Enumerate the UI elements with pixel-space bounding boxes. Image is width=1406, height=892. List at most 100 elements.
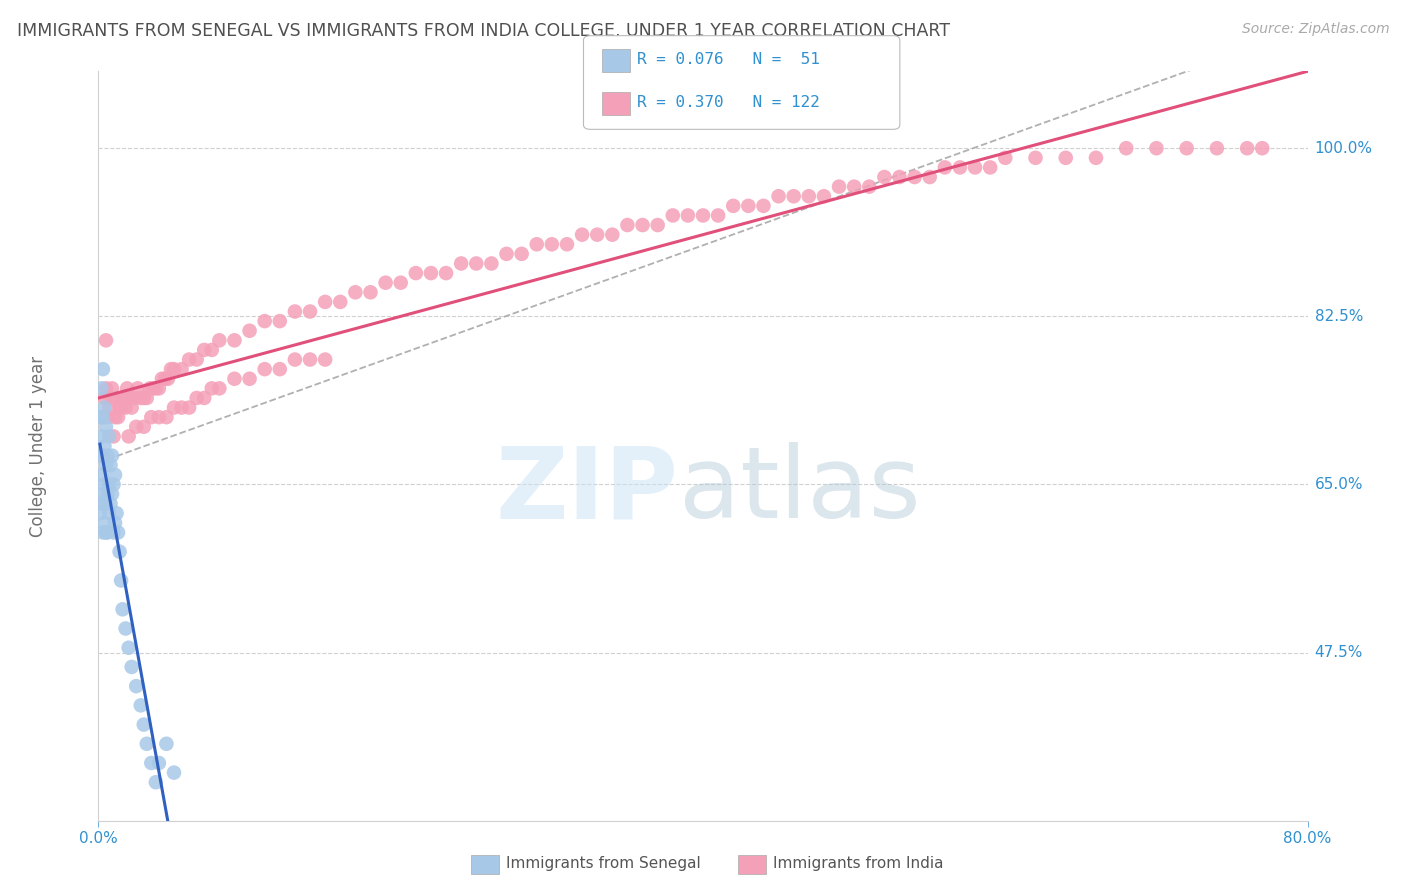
Point	[239, 372, 262, 386]
Point	[314, 352, 336, 367]
Point	[107, 410, 129, 425]
Text: 82.5%: 82.5%	[1315, 309, 1362, 324]
Point	[93, 516, 115, 530]
Point	[889, 169, 911, 184]
Text: Immigrants from India: Immigrants from India	[773, 856, 943, 871]
Point	[90, 429, 112, 443]
Point	[737, 199, 759, 213]
Point	[96, 487, 118, 501]
Point	[112, 391, 135, 405]
Point	[510, 247, 533, 261]
Point	[98, 401, 121, 415]
Point	[132, 717, 155, 731]
Point	[90, 381, 112, 395]
Point	[1054, 151, 1077, 165]
Point	[91, 487, 114, 501]
Point	[148, 381, 170, 395]
Point	[797, 189, 820, 203]
Point	[93, 391, 115, 405]
Point	[91, 410, 114, 425]
Point	[186, 352, 208, 367]
Point	[495, 247, 517, 261]
Point	[121, 401, 143, 415]
Point	[269, 314, 291, 328]
Point	[91, 410, 114, 425]
Point	[135, 737, 157, 751]
Point	[91, 525, 114, 540]
Point	[783, 189, 806, 203]
Point	[103, 429, 125, 443]
Point	[873, 169, 896, 184]
Point	[904, 169, 927, 184]
Point	[127, 381, 149, 395]
Point	[299, 352, 322, 367]
Point	[179, 352, 201, 367]
Point	[201, 343, 224, 357]
Text: Source: ZipAtlas.com: Source: ZipAtlas.com	[1241, 22, 1389, 37]
Point	[602, 227, 624, 242]
Point	[121, 660, 143, 674]
Text: ZIP: ZIP	[496, 442, 679, 540]
Point	[98, 477, 121, 491]
Point	[1085, 151, 1108, 165]
Point	[434, 266, 457, 280]
Point	[586, 227, 609, 242]
Text: Immigrants from Senegal: Immigrants from Senegal	[506, 856, 702, 871]
Point	[96, 449, 118, 463]
Point	[118, 391, 141, 405]
Text: 65.0%: 65.0%	[1315, 477, 1362, 491]
Point	[145, 775, 167, 789]
Point	[163, 401, 186, 415]
Point	[571, 227, 593, 242]
Text: 47.5%: 47.5%	[1315, 645, 1362, 660]
Point	[179, 401, 201, 415]
Point	[314, 294, 336, 309]
Point	[94, 525, 117, 540]
Point	[115, 381, 138, 395]
Point	[101, 449, 124, 463]
Text: atlas: atlas	[679, 442, 921, 540]
Point	[934, 161, 956, 175]
Point	[193, 343, 215, 357]
Point	[631, 218, 654, 232]
Point	[405, 266, 427, 280]
Point	[94, 458, 117, 473]
Point	[118, 640, 141, 655]
Point	[104, 410, 127, 425]
Point	[299, 304, 322, 318]
Point	[89, 449, 111, 463]
Point	[141, 410, 163, 425]
Point	[1115, 141, 1137, 155]
Point	[148, 410, 170, 425]
Point	[201, 381, 224, 395]
Point	[284, 352, 307, 367]
Point	[420, 266, 443, 280]
Point	[111, 391, 134, 405]
Point	[858, 179, 880, 194]
Point	[374, 276, 396, 290]
Point	[170, 362, 193, 376]
Point	[284, 304, 307, 318]
Point	[96, 525, 118, 540]
Text: R = 0.370   N = 122: R = 0.370 N = 122	[637, 95, 820, 110]
Point	[1144, 141, 1167, 155]
Text: IMMIGRANTS FROM SENEGAL VS IMMIGRANTS FROM INDIA COLLEGE, UNDER 1 YEAR CORRELATI: IMMIGRANTS FROM SENEGAL VS IMMIGRANTS FR…	[17, 22, 950, 40]
Point	[979, 161, 1001, 175]
Point	[90, 449, 112, 463]
Point	[844, 179, 866, 194]
Point	[107, 525, 129, 540]
Point	[828, 179, 851, 194]
Point	[153, 372, 176, 386]
Point	[465, 256, 488, 270]
Point	[918, 169, 941, 184]
Point	[1024, 151, 1046, 165]
Point	[142, 381, 165, 395]
Point	[186, 391, 208, 405]
Point	[124, 391, 146, 405]
Point	[193, 391, 215, 405]
Point	[114, 622, 136, 636]
Point	[145, 381, 167, 395]
Point	[100, 391, 122, 405]
Point	[163, 765, 186, 780]
Point	[1236, 141, 1258, 155]
